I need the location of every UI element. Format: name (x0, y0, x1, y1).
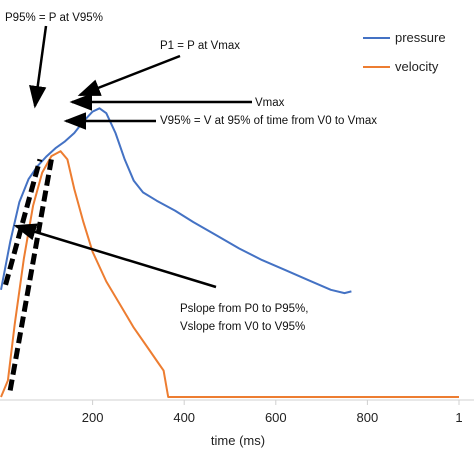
legend-label-pressure: pressure (395, 30, 446, 45)
annotation-p95-arrow (29, 25, 48, 109)
x-tick-label: 600 (265, 410, 287, 425)
annotation-slope-line2: Vslope from V0 to V95% (180, 321, 305, 333)
annotation-p95: P95% = P at V95% (5, 12, 103, 24)
x-axis-title: time (ms) (211, 433, 265, 448)
tangent-line-1 (3, 158, 43, 286)
x-tick-label: 200 (82, 410, 104, 425)
annotation-vmax: Vmax (255, 97, 285, 109)
series-line-velocity (0, 150, 459, 398)
annotation-p1-arrow (77, 54, 181, 97)
x-tick-label: 800 (357, 410, 379, 425)
series-layer (0, 107, 459, 398)
legend-label-velocity: velocity (395, 59, 439, 74)
x-tick-label: 1 (455, 410, 462, 425)
annotations: P95% = P at V95% P1 = P at Vmax Vmax V95… (5, 12, 377, 333)
tick-layer: 200 400 600 800 1 (82, 400, 463, 425)
series-line-pressure (0, 107, 352, 295)
x-tick-label: 400 (173, 410, 195, 425)
annotation-p1: P1 = P at Vmax (160, 40, 240, 52)
legend: pressure velocity (363, 30, 446, 74)
annotation-v95: V95% = V at 95% of time from V0 to Vmax (160, 115, 377, 127)
tangent-layer (3, 158, 54, 391)
annotation-slope-arrow (13, 223, 217, 289)
tangent-line-2 (7, 158, 54, 391)
annotation-slope-line1: Pslope from P0 to P95%, (180, 303, 308, 315)
